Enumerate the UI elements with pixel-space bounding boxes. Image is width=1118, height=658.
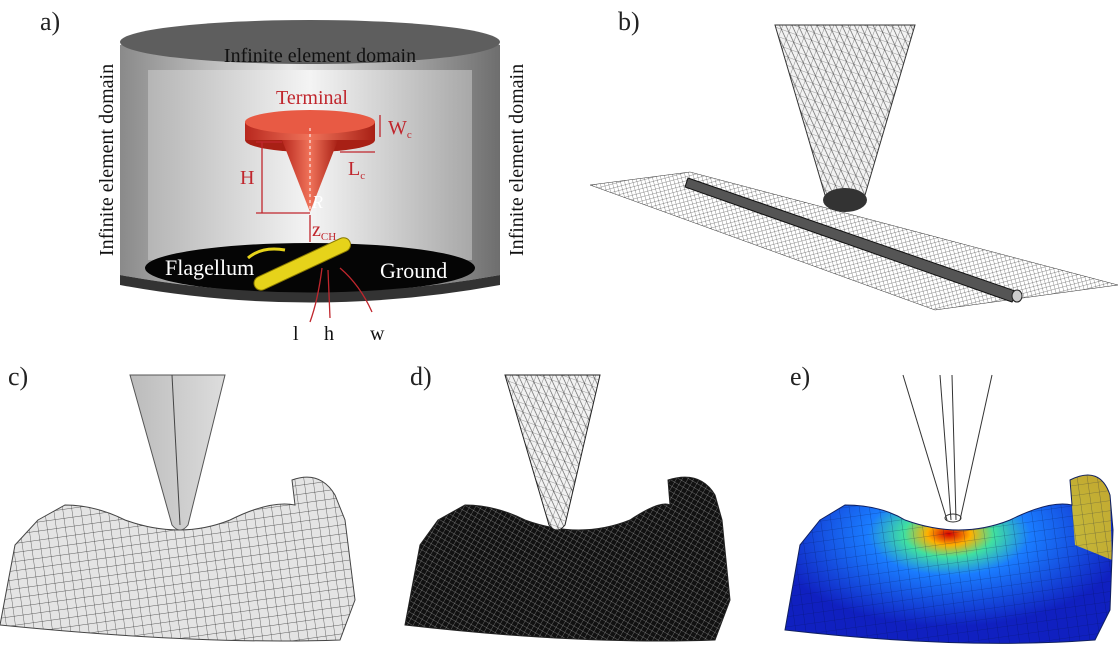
- flagellum-label: Flagellum: [165, 255, 254, 280]
- axis-h: h: [324, 323, 334, 345]
- panel-a: Infinite element domain Infinite element…: [96, 20, 528, 345]
- axis-w: w: [370, 323, 385, 345]
- panel-label: d): [410, 362, 432, 391]
- axis-l: l: [293, 323, 299, 345]
- terminal-label: Terminal: [276, 87, 348, 109]
- lc-main: L: [348, 158, 360, 180]
- h-label: H: [240, 167, 254, 189]
- wc-sub: c: [407, 129, 412, 141]
- panel-label: b): [618, 7, 640, 36]
- panel-label: a): [40, 7, 60, 36]
- radius-label: R: [311, 192, 323, 212]
- panel-c: [0, 375, 355, 641]
- domain-left-label: Infinite element domain: [96, 64, 118, 256]
- zch-main: z: [312, 219, 321, 241]
- panel-e: [785, 375, 1113, 643]
- wc-main: W: [388, 117, 407, 139]
- panel-b: [590, 25, 1118, 310]
- panel-label: c): [8, 362, 28, 391]
- ground-label: Ground: [380, 258, 447, 283]
- domain-right-label: Infinite element domain: [506, 64, 528, 256]
- zch-sub: CH: [321, 231, 336, 243]
- lc-sub: c: [360, 170, 365, 182]
- domain-top-label: Infinite element domain: [224, 45, 416, 67]
- figure: Infinite element domain Infinite element…: [0, 0, 1118, 658]
- panel-label: e): [790, 362, 810, 391]
- panel-d: [405, 375, 730, 641]
